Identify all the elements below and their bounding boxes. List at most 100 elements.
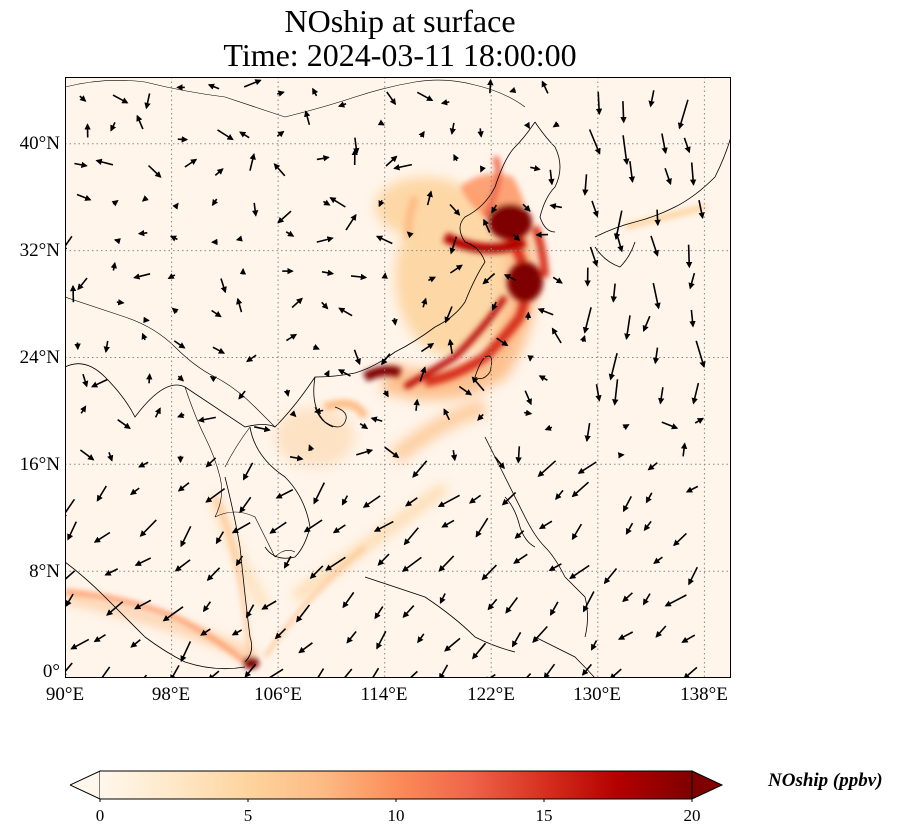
wind-arrow [137, 229, 148, 237]
wind-arrow [162, 606, 184, 622]
wind-arrow [698, 200, 705, 219]
wind-arrow [323, 369, 330, 378]
wind-arrow [552, 121, 560, 128]
wind-arrow [685, 244, 693, 269]
wind-arrow [610, 283, 617, 303]
wind-arrow [695, 340, 706, 369]
wind-arrow [197, 416, 216, 423]
wind-arrow [642, 593, 651, 606]
wind-arrow [571, 481, 590, 498]
wind-arrow [509, 86, 517, 94]
wind-arrow [582, 174, 589, 196]
wind-arrow [513, 553, 528, 564]
wind-arrow [477, 128, 484, 138]
wind-arrow [289, 454, 304, 462]
wind-arrow [112, 94, 129, 104]
wind-arrow [111, 200, 119, 207]
wind-arrow [312, 87, 319, 97]
wind-arrow [283, 555, 292, 569]
wind-arrow [658, 387, 665, 405]
wind-arrow [261, 600, 277, 610]
wind-arrow [289, 410, 297, 418]
wind-arrow [487, 598, 498, 611]
wind-arrow [214, 168, 224, 177]
wind-arrow [130, 639, 141, 648]
wind-arrow [683, 137, 691, 154]
wind-arrow [522, 203, 531, 212]
wind-arrow [458, 385, 473, 396]
wind-arrow [447, 338, 454, 354]
wind-arrow [134, 557, 152, 566]
wind-arrow [413, 398, 420, 411]
wind-arrow [615, 232, 624, 253]
wind-arrow [481, 564, 497, 581]
wind-arrow [100, 666, 111, 678]
wind-arrow [236, 297, 243, 313]
wind-arrow [689, 162, 697, 186]
colorbar-tick: 0 [95, 806, 105, 825]
wind-arrow [212, 346, 226, 354]
wind-arrow [475, 517, 489, 538]
wind-arrow [622, 592, 633, 603]
wind-arrow [538, 520, 553, 530]
wind-arrow [409, 670, 418, 678]
wind-arrow [544, 424, 553, 431]
wind-arrow [245, 604, 255, 619]
lat-tick: 8°N [29, 561, 60, 582]
wind-arrow [393, 163, 413, 171]
wind-arrow [180, 525, 192, 548]
wind-arrow [321, 301, 329, 310]
colorbar [70, 770, 724, 802]
lon-tick: 90°E [45, 684, 85, 705]
wind-arrow [129, 487, 140, 496]
wind-arrow [238, 390, 246, 400]
wind-arrow [505, 597, 519, 614]
wind-arrow [551, 327, 562, 344]
wind-arrow [421, 297, 428, 308]
wind-arrow [174, 559, 191, 572]
wind-arrow [643, 520, 652, 532]
wind-arrow [231, 522, 251, 534]
wind-arrow [376, 630, 387, 650]
wind-arrow [588, 129, 601, 155]
wind-arrow [419, 366, 427, 382]
wind-arrow [405, 497, 418, 507]
wind-arrow [420, 342, 435, 353]
wind-arrow [450, 449, 458, 462]
wind-arrow [543, 663, 556, 678]
wind-arrow [134, 599, 152, 610]
wind-arrow [316, 668, 325, 678]
colorbar-tick: 20 [683, 806, 701, 825]
wind-arrow [70, 638, 90, 650]
wind-arrow [177, 374, 185, 382]
lat-tick: 40°N [19, 133, 60, 154]
wind-arrow [93, 634, 106, 643]
wind-arrow [251, 202, 259, 217]
wind-arrow [579, 334, 586, 343]
wind-arrow [249, 153, 256, 171]
wind-arrow [350, 273, 368, 281]
wind-arrow [581, 663, 593, 676]
wind-arrow [338, 307, 353, 317]
wind-arrow [142, 674, 148, 678]
wind-arrow [417, 633, 425, 644]
wind-arrow [661, 421, 679, 430]
wind-arrow [296, 604, 311, 623]
wind-arrow [496, 337, 509, 347]
wind-arrow [172, 202, 179, 210]
wind-arrow [590, 640, 598, 651]
colorbar-extend-max [691, 770, 724, 800]
wind-arrow [65, 593, 74, 608]
wind-arrow [377, 119, 385, 126]
colorbar-label: NOship (ppbv) [768, 770, 883, 791]
wind-arrow [654, 209, 661, 227]
wind-arrow [209, 376, 217, 383]
wind-arrow [444, 637, 461, 652]
wind-arrow [664, 167, 672, 186]
title-line-2: Time: 2024-03-11 18:00:00 [223, 37, 577, 73]
wind-arrow [110, 122, 117, 132]
wind-arrow [525, 673, 532, 678]
wind-arrow [341, 495, 349, 506]
wind-arrow [65, 570, 76, 586]
wind-arrow [205, 457, 217, 468]
